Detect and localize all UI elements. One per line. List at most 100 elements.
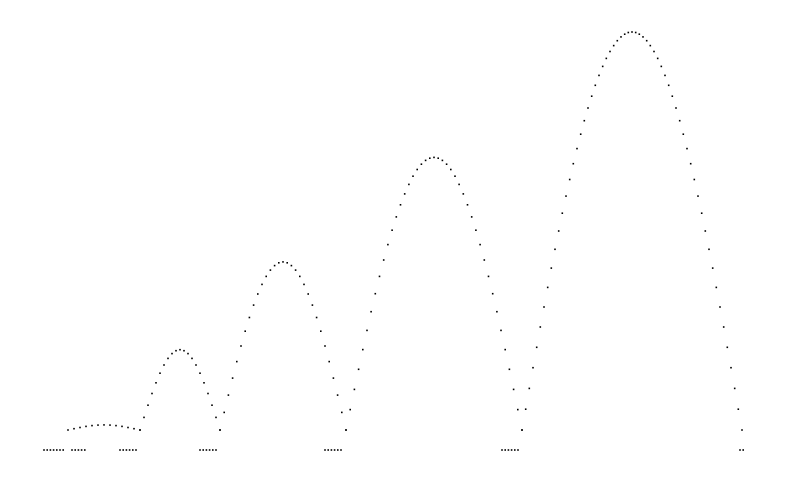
arch-4-dot: [353, 388, 356, 391]
arch-3-dot: [269, 269, 272, 271]
arch-3-dot: [307, 293, 309, 295]
arch-3-dot: [294, 269, 297, 271]
arch-5-dot: [737, 408, 740, 410]
baseline-dot: [71, 449, 73, 451]
arch-2-dot: [203, 382, 205, 384]
arch-4-dot: [496, 310, 498, 313]
arch-1-dot: [133, 427, 135, 430]
arch-4-dot: [450, 168, 452, 171]
arch-5-dot: [689, 162, 692, 165]
arch-3-dot: [244, 330, 246, 332]
arch-5-dot: [711, 267, 714, 269]
baseline-dot: [504, 449, 506, 451]
arch-3-dot: [227, 394, 230, 396]
baseline-dot: [119, 449, 121, 451]
arch-3-dot: [223, 411, 225, 414]
arch-1-dot: [121, 425, 123, 428]
arch-2-dot: [195, 364, 197, 366]
baseline-dot: [59, 449, 61, 451]
arch-3-dot: [315, 316, 318, 319]
arch-4-dot: [399, 204, 402, 206]
arch-4-dot: [349, 408, 351, 411]
arch-5-dot: [601, 65, 604, 68]
arch-1-dot: [127, 426, 129, 429]
arch-3-dot: [303, 283, 305, 286]
arch-4-dot: [362, 348, 364, 351]
arch-5-dot: [623, 33, 626, 35]
arch-4-dot: [374, 292, 377, 295]
baseline-dot: [215, 449, 217, 451]
arch-2-dot: [147, 404, 149, 406]
arch-5-dot: [568, 178, 571, 181]
baseline-dot: [199, 449, 201, 451]
arch-4-dot: [466, 204, 469, 206]
arch-2-dot: [151, 392, 153, 395]
arch-3-dot: [219, 429, 221, 431]
arch-5-dot: [722, 326, 725, 328]
baseline-dot: [77, 449, 80, 451]
arch-4-dot: [470, 216, 473, 218]
arch-2-dot: [215, 416, 217, 419]
arch-3-dot: [278, 262, 280, 264]
baseline-dot: [327, 449, 329, 451]
arch-3-dot: [236, 360, 238, 363]
arch-2-dot: [155, 382, 157, 384]
arch-4-dot: [433, 156, 435, 159]
arch-5-dot: [605, 57, 608, 60]
arch-4-dot: [403, 193, 406, 195]
arch-1-dot: [73, 427, 75, 430]
arch-4-dot: [416, 168, 418, 171]
arch-1-dot: [91, 424, 93, 427]
arch-1-dot: [115, 424, 117, 427]
arch-3-dot: [240, 345, 242, 347]
arch-5-dot: [715, 286, 718, 289]
arch-2-dot: [159, 372, 161, 374]
arch-4-dot: [382, 259, 385, 261]
arch-4-dot: [378, 275, 381, 278]
arch-4-dot: [357, 368, 360, 371]
arch-4-dot: [370, 310, 372, 313]
arch-4-dot: [445, 163, 448, 165]
arch-4-dot: [424, 159, 427, 162]
arch-1-dot: [103, 424, 105, 426]
arch-5-dot: [598, 74, 600, 77]
baseline-dot: [132, 449, 134, 451]
baseline-dot: [507, 449, 510, 451]
arch-5-dot: [631, 31, 633, 33]
arch-3-dot: [320, 330, 322, 332]
arch-4-dot: [387, 243, 389, 246]
arch-1-dot: [67, 429, 69, 431]
arch-5-dot: [543, 306, 545, 308]
arch-5-dot: [660, 65, 663, 68]
arch-5-dot: [539, 326, 542, 328]
baseline-dot: [128, 449, 131, 451]
arch-5-dot: [528, 387, 531, 390]
arch-5-dot: [620, 36, 622, 38]
arch-4-dot: [412, 175, 414, 177]
arch-5-dot: [649, 44, 652, 47]
arch-3-dot: [299, 275, 301, 278]
arch-3-dot: [282, 261, 284, 263]
arch-2-dot: [167, 357, 169, 360]
arch-2-dot: [211, 404, 213, 406]
arch-2-dot: [191, 357, 193, 360]
arch-5-dot: [576, 147, 578, 150]
arch-5-dot: [733, 387, 736, 390]
arch-3-dot: [273, 264, 276, 267]
arch-5-dot: [682, 133, 685, 135]
arch-4-dot: [479, 243, 481, 246]
arch-5-dot: [550, 267, 553, 269]
arch-4-dot: [458, 183, 460, 186]
arch-5-dot: [561, 212, 564, 214]
baseline-dot: [501, 449, 503, 451]
arch-4-dot: [462, 193, 465, 195]
arch-5-dot: [697, 195, 699, 197]
baseline-dot: [84, 449, 86, 451]
arch-5-dot: [638, 33, 641, 35]
baseline-dot: [205, 449, 208, 451]
arch-2-dot: [171, 352, 173, 355]
baseline-dot: [80, 449, 83, 451]
arch-4-dot: [504, 348, 506, 351]
